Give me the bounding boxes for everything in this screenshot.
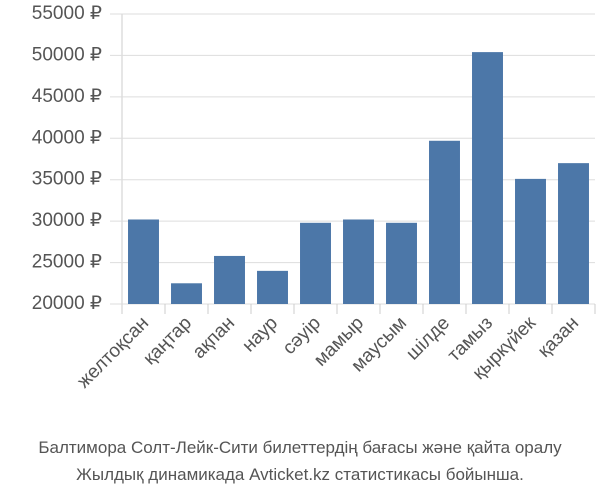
y-tick-label: 55000 ₽ bbox=[32, 3, 102, 24]
y-tick-label: 45000 ₽ bbox=[32, 86, 102, 107]
bar bbox=[343, 219, 374, 304]
bar bbox=[300, 222, 331, 304]
x-tick-label: қаңтар bbox=[139, 313, 196, 370]
caption-line: Жылдық динамикада Avticket.kz статистика… bbox=[76, 465, 524, 484]
bar bbox=[558, 163, 589, 304]
bar bbox=[214, 255, 245, 304]
y-tick-label: 40000 ₽ bbox=[32, 127, 102, 148]
x-tick-label: қазан bbox=[534, 313, 583, 362]
bar bbox=[515, 178, 546, 304]
y-tick-label: 50000 ₽ bbox=[32, 44, 102, 65]
bar bbox=[128, 219, 159, 304]
x-tick-label: наур bbox=[238, 313, 282, 357]
bar bbox=[429, 140, 460, 304]
x-tick-label: ақпан bbox=[189, 313, 239, 363]
caption-line: Балтимора Солт-Лейк-Сити билеттердің бағ… bbox=[38, 438, 562, 457]
y-tick-label: 30000 ₽ bbox=[32, 210, 102, 231]
y-tick-label: 25000 ₽ bbox=[32, 252, 102, 273]
y-tick-label: 35000 ₽ bbox=[32, 169, 102, 190]
bar bbox=[472, 52, 503, 304]
bar bbox=[171, 283, 202, 304]
y-tick-label: 20000 ₽ bbox=[32, 293, 102, 314]
bar bbox=[386, 222, 417, 304]
bar bbox=[257, 270, 288, 304]
x-tick-label: шілде bbox=[402, 313, 454, 365]
